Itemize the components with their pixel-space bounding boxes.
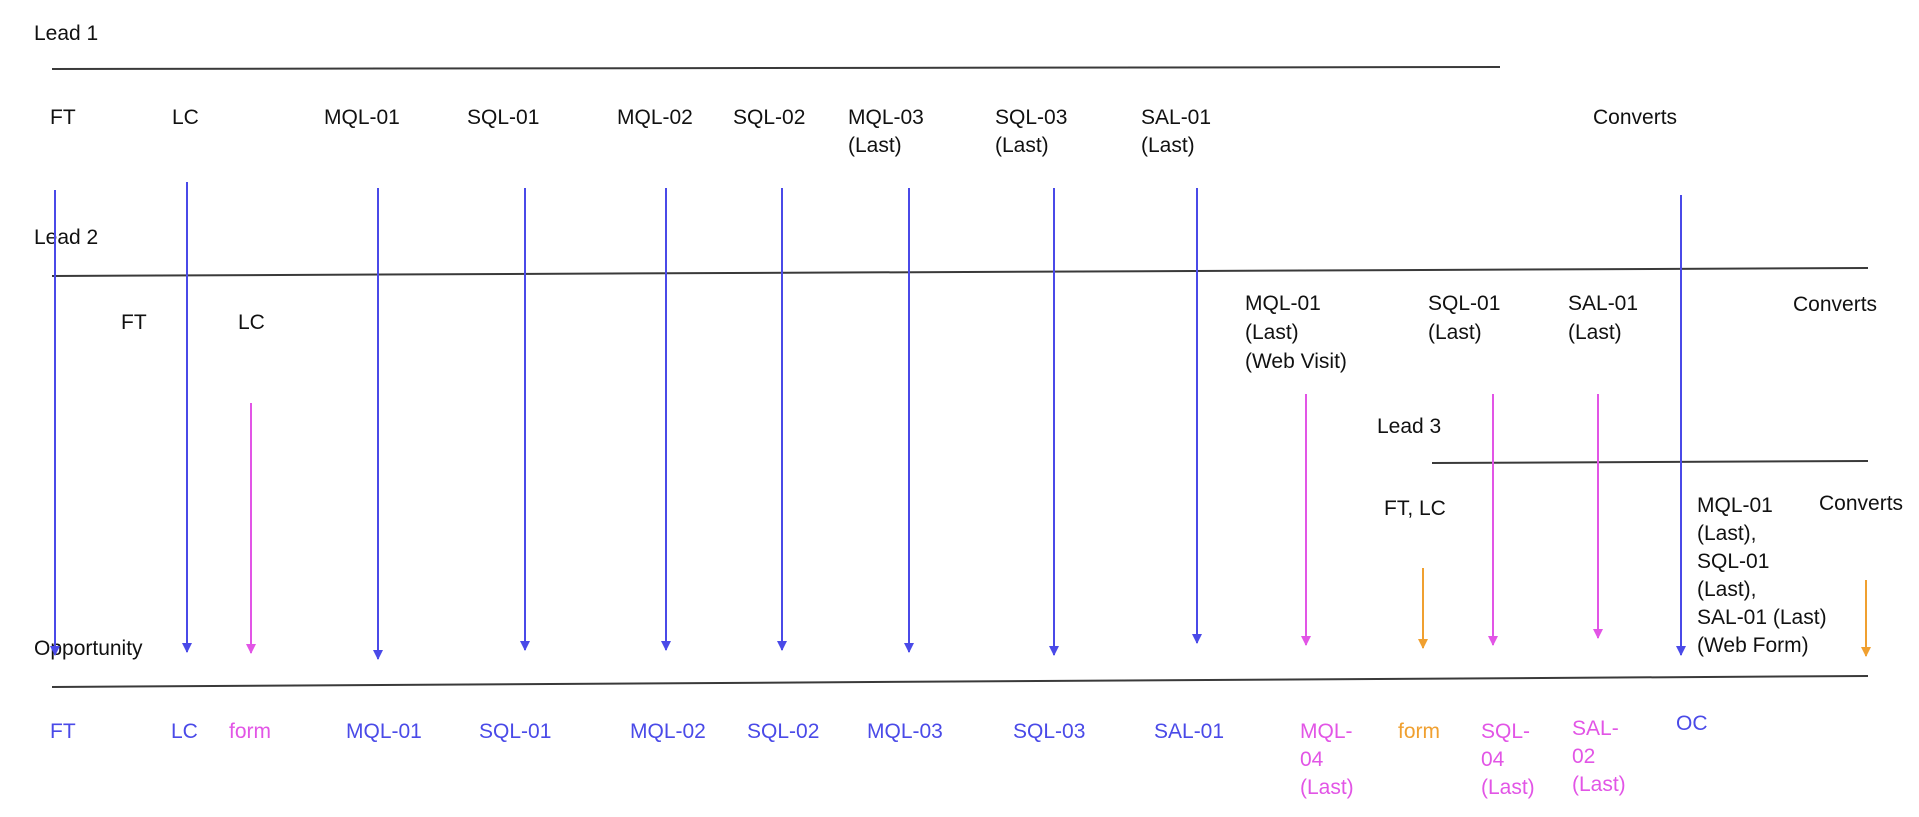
lead2-labels: FT LC MQL-01 (Last) (Web Visit) SQL-01 (… [121,292,1877,373]
arrows [50,182,1871,660]
opp-label-ft: FT [50,720,76,743]
lead3-title: Lead 3 [1377,415,1441,438]
opp-label-form2: form [1398,720,1440,743]
lead1-label-sal01: SAL-01 (Last) [1141,106,1217,157]
lead1-label-mql03: MQL-03 (Last) [848,106,930,157]
opp-label-sql04: SQL- 04 (Last) [1481,720,1536,799]
lead1-label-ft: FT [50,106,76,129]
opportunity-timeline [51,675,1869,688]
opportunity-title: Opportunity [34,637,143,660]
lead2-label-sal01: SAL-01 (Last) [1568,292,1644,344]
lead2-label-mql01: MQL-01 (Last) (Web Visit) [1245,292,1347,373]
lead1-labels: FT LC MQL-01 SQL-01 MQL-02 SQL-02 MQL-03… [50,106,1677,157]
opp-label-mql04: MQL- 04 (Last) [1300,720,1358,799]
opp-label-sql01: SQL-01 [479,720,551,743]
lead1-title: Lead 1 [34,22,98,45]
lead1-label-sql02: SQL-02 [733,106,805,129]
opp-label-sal01: SAL-01 [1154,720,1224,743]
opp-label-form1: form [229,720,271,743]
lead1-timeline [51,66,1501,70]
opp-label-mql01: MQL-01 [346,720,422,743]
opp-label-mql03: MQL-03 [867,720,943,743]
opportunity-labels: FT LC form MQL-01 SQL-01 MQL-02 SQL-02 M… [50,712,1708,799]
lead3-label-mql: MQL-01 (Last), SQL-01 (Last), SAL-01 (La… [1697,494,1832,657]
lead1-label-lc: LC [172,106,199,129]
lead2-label-sql01: SQL-01 (Last) [1428,292,1506,344]
lead1-label-mql01: MQL-01 [324,106,400,129]
lead2-label-lc: LC [238,311,265,334]
lead2-label-converts: Converts [1793,293,1877,316]
lead2-timeline [51,267,1869,277]
opp-label-oc: OC [1676,712,1708,735]
opp-label-sql03: SQL-03 [1013,720,1085,743]
opp-label-mql02: MQL-02 [630,720,706,743]
lead1-label-sql01: SQL-01 [467,106,539,129]
opp-label-sal02: SAL- 02 (Last) [1572,717,1626,796]
lead3-label-converts: Converts [1819,492,1903,515]
lead1-label-mql02: MQL-02 [617,106,693,129]
lead3-label-ftlc: FT, LC [1384,497,1446,520]
lead3-labels: FT, LC MQL-01 (Last), SQL-01 (Last), SAL… [1384,492,1903,657]
lead1-label-converts: Converts [1593,106,1677,129]
opp-label-lc: LC [171,720,198,743]
opp-label-sql02: SQL-02 [747,720,819,743]
lead2-title: Lead 2 [34,226,98,249]
lead3-timeline [1431,460,1869,464]
lead1-label-sql03: SQL-03 (Last) [995,106,1073,157]
lead2-label-ft: FT [121,311,147,334]
